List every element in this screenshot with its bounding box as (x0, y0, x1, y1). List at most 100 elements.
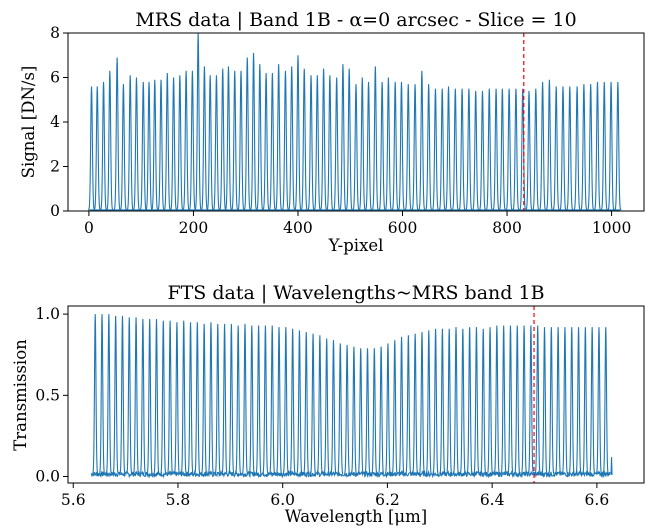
series-peak (554, 327, 562, 475)
series-peak (207, 322, 215, 475)
series-peak (173, 322, 181, 475)
series-peak (398, 336, 405, 475)
series-peak (593, 81, 601, 211)
series-peak (472, 90, 480, 211)
fts-transmission-chart: FTS data | Wavelengths~MRS band 1B 5.6 5.… (11, 282, 645, 526)
series-peak (126, 317, 133, 475)
series-peak (466, 327, 473, 475)
series-peak (281, 70, 289, 211)
series-peak (180, 320, 187, 475)
series-peak (146, 318, 153, 475)
series-peak (105, 314, 112, 475)
series-peak (364, 348, 371, 475)
series-peak (241, 323, 249, 475)
series-peak (498, 88, 506, 211)
series-peak (224, 66, 232, 211)
series-peak (432, 328, 439, 475)
series-peak (512, 88, 520, 211)
series-peak (478, 90, 487, 211)
series-peak (228, 323, 235, 475)
series-peak (255, 325, 262, 475)
y-tick-label: 4 (50, 113, 60, 131)
series-peak (307, 75, 315, 211)
series-peak (507, 325, 514, 475)
series-peak (412, 333, 419, 475)
series-peak (582, 327, 589, 475)
series-peak (262, 73, 270, 211)
fts-y-axis-label: Transmission (11, 339, 30, 451)
series-peak (294, 55, 302, 211)
series-peak (365, 81, 373, 211)
series-peak (459, 328, 466, 475)
series-peak (132, 77, 140, 211)
series-peak (520, 325, 528, 475)
series-peak (371, 348, 378, 475)
x-tick-label: 400 (283, 219, 313, 237)
series-peak (493, 325, 500, 475)
series-peak (378, 346, 385, 475)
series-peak (126, 75, 134, 211)
series-peak (358, 77, 366, 211)
series-peak (337, 343, 344, 475)
series-peak (541, 327, 548, 475)
series-peak (397, 81, 405, 211)
series-peak (384, 77, 392, 211)
series-peak (316, 335, 324, 475)
series-peak (256, 64, 264, 211)
x-tick-label: 800 (492, 219, 522, 237)
series-peak (113, 57, 121, 211)
series-peak (614, 81, 622, 211)
series-peak (438, 88, 446, 211)
x-tick-label: 6.0 (270, 491, 295, 509)
series-peak (339, 64, 347, 211)
series-peak (587, 84, 595, 211)
series-peak (431, 88, 439, 211)
series-peak (212, 75, 220, 211)
fts-axis-ticks: 5.6 5.8 6.0 6.2 6.4 6.6 0.0 0.5 1.0 (35, 305, 609, 509)
x-tick-label: 0 (84, 219, 94, 237)
series-peak (163, 73, 171, 211)
series-peak (187, 322, 194, 475)
series-peak (151, 79, 159, 211)
series-peak (391, 81, 399, 211)
series-peak (237, 70, 245, 211)
series-peak (589, 327, 596, 475)
series-peak (243, 57, 251, 211)
series-peak (235, 325, 242, 475)
series-peak (219, 68, 227, 211)
series-peak (132, 317, 140, 475)
series-peak (418, 331, 426, 475)
series-baseline (90, 469, 611, 479)
series-peak (411, 84, 419, 211)
series-peak (465, 88, 473, 211)
mrs-plot-frame (67, 32, 645, 212)
series-peak (309, 333, 317, 475)
series-peak (330, 340, 337, 475)
series-peak (384, 343, 392, 475)
series-peak (323, 338, 330, 475)
series-peak (425, 330, 432, 475)
x-tick-label: 600 (388, 219, 418, 237)
series-peak (250, 53, 258, 211)
series-peak (157, 79, 165, 211)
series-peak (145, 81, 153, 211)
series-peak (194, 322, 201, 475)
mrs-chart-title: MRS data | Band 1B - α=0 arcsec - Slice … (135, 9, 576, 31)
series-peak (194, 33, 202, 211)
series-peak (418, 70, 426, 211)
series-peak (188, 70, 196, 211)
series-peak (139, 318, 147, 475)
series-peak (231, 70, 239, 211)
x-tick-label: 5.8 (166, 491, 191, 509)
series-peak (182, 70, 190, 211)
series-peak (439, 328, 446, 475)
series-peak (568, 327, 575, 475)
series-peak (176, 75, 184, 211)
x-tick-label: 200 (179, 219, 209, 237)
mrs-plot-series (88, 33, 622, 211)
series-peak (391, 340, 398, 475)
series-peak (473, 327, 480, 475)
series-peak (451, 88, 459, 211)
series-peak (458, 88, 466, 211)
